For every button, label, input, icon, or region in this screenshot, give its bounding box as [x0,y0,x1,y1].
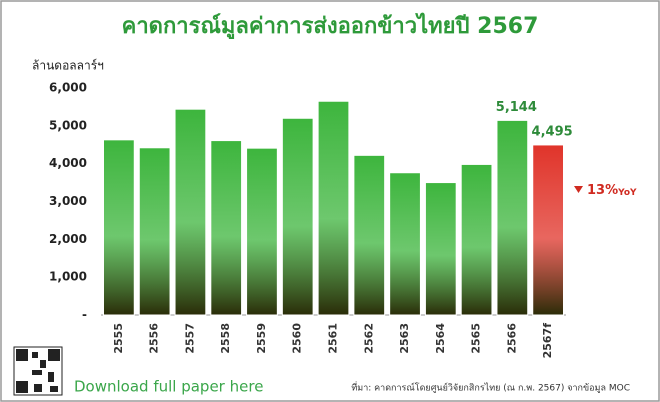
x-tick-label: 2559 [255,323,268,354]
x-tick-label: 2566 [505,323,518,354]
x-tick-label: 2562 [362,323,375,354]
annotation: 13%YoY [587,183,637,198]
chart-title: คาดการณ์มูลค่าการส่งออกข้าวไทยปี 2567 [122,12,539,40]
bar [389,172,421,316]
y-tick-label: 5,000 [49,118,87,132]
bar [424,182,457,316]
bar [174,108,207,316]
y-tick-label: - [82,308,87,322]
x-tick-label: 2561 [327,323,340,354]
value-label: 5,144 [496,100,537,115]
x-tick-label: 2564 [434,323,447,354]
y-tick-label: 3,000 [49,194,87,208]
x-tick-label: 2558 [219,323,232,354]
x-tick-label: 2567f [541,323,554,359]
bar [103,139,135,316]
value-label: 4,495 [532,124,573,139]
bar [317,100,350,316]
bar [532,144,564,316]
source-note: ที่มา: คาดการณ์โดยศูนย์วิจัยกสิกรไทย (ณ … [351,381,630,394]
x-tick-label: 2565 [470,323,483,354]
bar [460,163,493,316]
qr-code [13,346,63,396]
y-tick-label: 6,000 [49,81,87,95]
y-tick-label: 2,000 [49,232,87,246]
x-tick-label: 2563 [398,323,411,354]
y-axis-label: ล้านดอลลาร์ฯ [32,59,104,73]
download-link[interactable]: Download full paper here [74,378,263,396]
bar [246,147,278,316]
bar [138,147,171,316]
x-tick-label: 2555 [112,323,125,354]
bar [496,119,529,316]
down-arrow [574,186,583,193]
annotation-value: 13% [587,183,618,198]
annotation-suffix: YoY [617,188,637,198]
y-tick-label: 4,000 [49,156,87,170]
x-tick-label: 2560 [291,323,304,354]
x-tick-label: 2557 [183,323,196,354]
x-tick-label: 2556 [148,323,161,354]
bar [353,154,386,316]
y-tick-label: 1,000 [49,270,87,284]
bar [210,140,243,316]
bar [281,117,314,316]
